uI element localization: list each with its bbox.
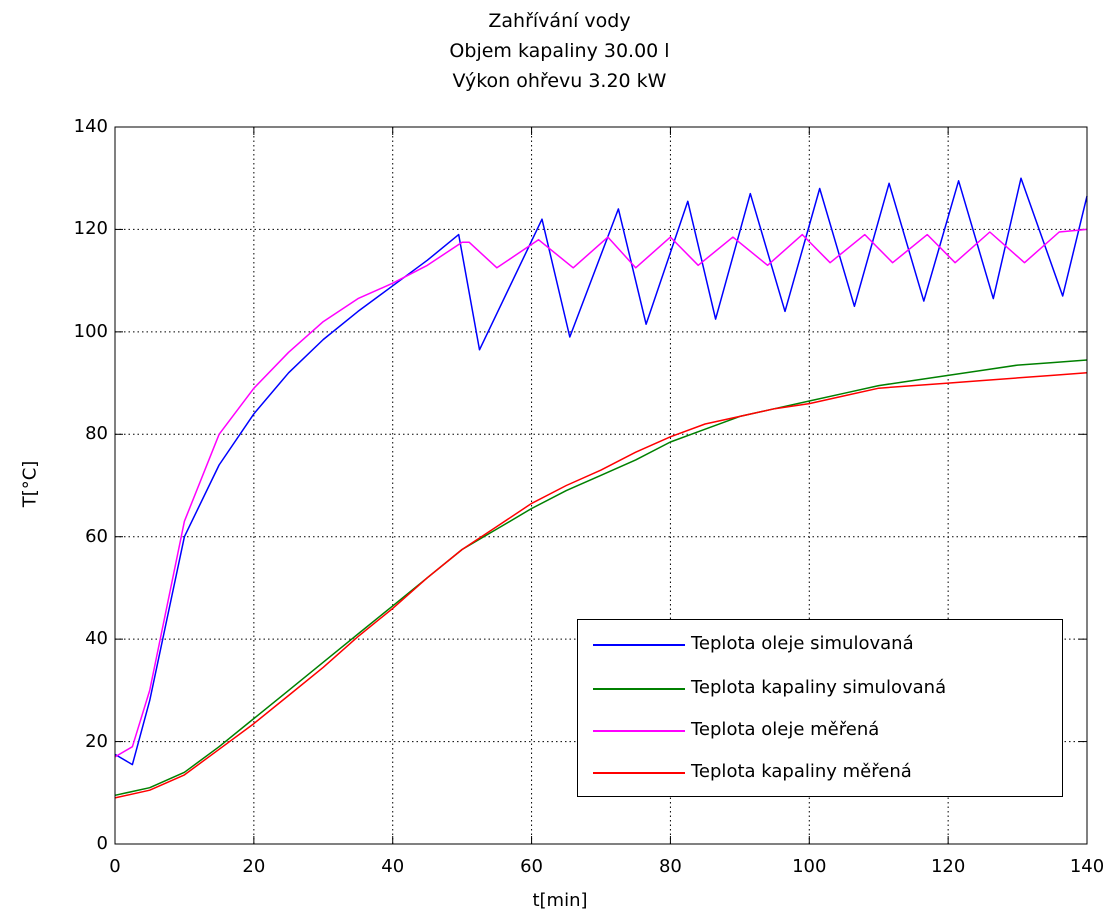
x-tick-label: 0 xyxy=(109,856,121,877)
x-tick-label: 40 xyxy=(381,856,405,877)
y-tick-label: 100 xyxy=(73,320,108,342)
x-tick-label: 120 xyxy=(930,856,966,877)
chart-title-line-1: Zahřívání vody xyxy=(488,10,631,32)
legend-entry: Teplota oleje měřená xyxy=(578,717,1062,745)
y-tick-label: 80 xyxy=(85,423,108,445)
x-axis-label: t[min] xyxy=(532,890,588,911)
legend-label: Teplota kapaliny měřená xyxy=(691,761,912,782)
legend-entry: Teplota kapaliny simulovaná xyxy=(578,675,1062,703)
y-tick-label: 20 xyxy=(85,730,108,752)
y-tick-label: 60 xyxy=(85,525,108,547)
plot-frame xyxy=(114,126,1088,845)
legend-label: Teplota kapaliny simulovaná xyxy=(691,677,947,698)
legend-swatch xyxy=(593,644,685,646)
legend: Teplota oleje simulovaná Teplota kapalin… xyxy=(577,619,1063,797)
legend-swatch xyxy=(593,730,685,732)
series-line xyxy=(114,228,1088,758)
series-line xyxy=(114,372,1088,799)
series-lines xyxy=(114,177,1088,799)
chart-title-line-3: Výkon ohřevu 3.20 kW xyxy=(452,70,667,92)
legend-entry: Teplota kapaliny měřená xyxy=(578,759,1062,787)
x-tick-label: 60 xyxy=(520,856,544,877)
y-tick-label: 40 xyxy=(85,628,108,650)
x-tick-label: 140 xyxy=(1069,856,1105,877)
y-axis-label: T[°C] xyxy=(19,460,41,508)
legend-swatch xyxy=(593,772,685,774)
x-tick-label: 20 xyxy=(242,856,266,877)
series-line xyxy=(114,359,1088,797)
series-line xyxy=(114,177,1088,766)
y-tick-label: 0 xyxy=(96,833,108,854)
legend-label: Teplota oleje simulovaná xyxy=(691,633,914,654)
legend-entry: Teplota oleje simulovaná xyxy=(578,631,1062,659)
legend-swatch xyxy=(593,688,685,690)
y-tick-label: 140 xyxy=(73,116,108,137)
x-tick-label: 80 xyxy=(658,856,682,877)
y-tick-label: 120 xyxy=(73,218,108,240)
legend-label: Teplota oleje měřená xyxy=(691,719,880,740)
chart-title-line-2: Objem kapaliny 30.00 l xyxy=(449,40,670,62)
x-tick-label: 100 xyxy=(792,856,827,877)
